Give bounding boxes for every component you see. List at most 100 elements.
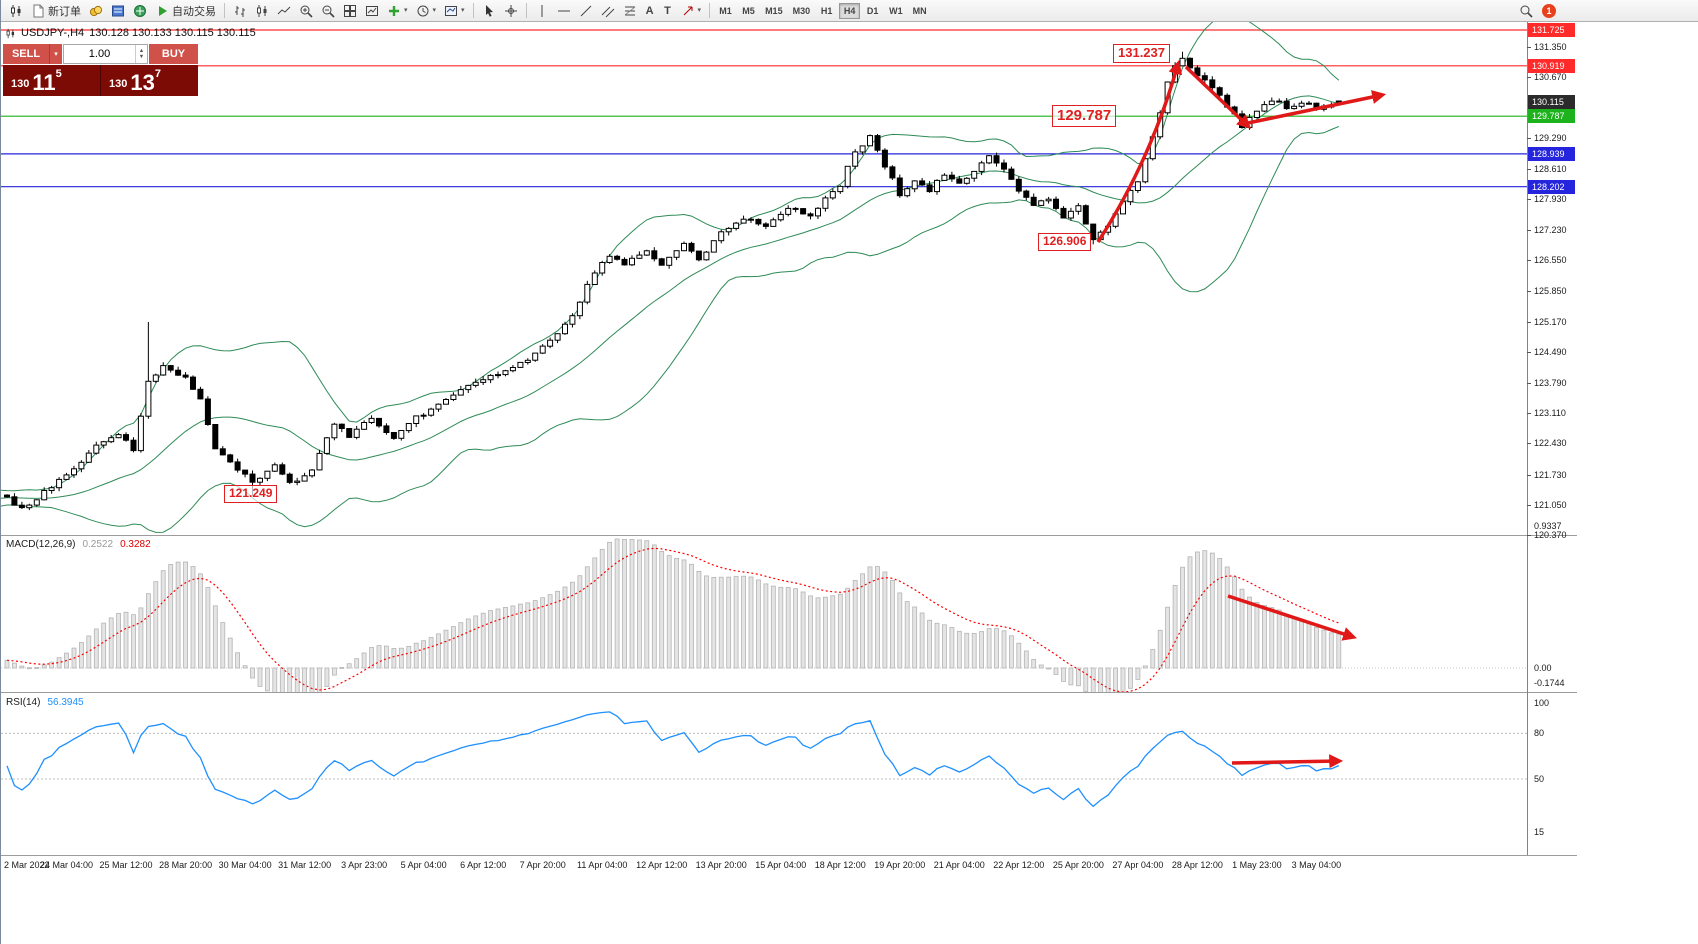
macd-indicator-label: MACD(12,26,9) 0.2522 0.3282 xyxy=(6,539,151,550)
time-axis-label: 27 Apr 04:00 xyxy=(1112,860,1164,870)
buy-button[interactable]: BUY xyxy=(149,44,198,64)
price-tick-label: 121.050 xyxy=(1534,499,1567,510)
new-chart-button[interactable] xyxy=(5,2,27,20)
arrows-tool-button[interactable]: ▾ xyxy=(677,2,706,20)
zoom-out-button[interactable] xyxy=(317,2,339,20)
price-tick xyxy=(1527,351,1531,353)
horizontal-line-tool-button[interactable] xyxy=(553,2,575,20)
timeframe-m30-button[interactable]: M30 xyxy=(792,5,811,16)
clock-icon xyxy=(417,5,429,16)
time-axis-label: 18 Apr 12:00 xyxy=(814,860,866,870)
time-axis-label: 6 Apr 12:00 xyxy=(460,860,507,870)
price-tick xyxy=(1527,291,1531,293)
price-tick xyxy=(1527,76,1531,78)
macd-canvas[interactable] xyxy=(1,536,1527,706)
timeframe-m15-button[interactable]: M15 xyxy=(765,5,783,16)
macd-axis-label: 0.00 xyxy=(1534,663,1552,673)
vertical-line-tool-button[interactable] xyxy=(531,2,553,20)
time-axis-label: 1 May 23:00 xyxy=(1232,860,1282,870)
trendline-tool-button[interactable] xyxy=(575,2,597,20)
price-annotation[interactable]: 126.906 xyxy=(1038,233,1092,251)
text-tool-label: A xyxy=(645,4,654,17)
channel-tool-button[interactable] xyxy=(597,2,619,20)
buy-price[interactable]: 130 13 7 xyxy=(100,65,198,96)
rsi-canvas[interactable] xyxy=(1,693,1527,855)
price-tick-label: 123.790 xyxy=(1534,377,1567,388)
navigator-button[interactable] xyxy=(129,2,151,20)
price-axis[interactable]: 131.350 130.670 129.290 128.610 127.930 127.2… xyxy=(1527,22,1577,855)
spinner-up-icon[interactable]: ▲ xyxy=(138,47,145,54)
time-axis-label: 28 Apr 12:00 xyxy=(1171,860,1223,870)
volume-spinner[interactable]: ▲ ▼ xyxy=(135,45,147,63)
price-tick xyxy=(1527,321,1531,323)
macd-hist-value: 0.2522 xyxy=(82,539,114,550)
symbol-period-label: USDJPY-,H4 xyxy=(21,27,85,39)
search-icon xyxy=(1520,5,1533,18)
search-button[interactable] xyxy=(1519,4,1533,18)
auto-trading-button[interactable]: 自动交易 xyxy=(151,2,220,20)
line-chart-icon xyxy=(277,6,291,14)
ohlc-readout: 130.128 130.133 130.115 130.115 xyxy=(89,27,256,39)
tile-windows-button[interactable] xyxy=(339,2,361,20)
text-frame-tool-label: T xyxy=(664,4,671,17)
new-order-button[interactable]: 新订单 xyxy=(27,2,85,20)
timeframe-d1-button[interactable]: D1 xyxy=(866,5,879,16)
timeframe-m5-button[interactable]: M5 xyxy=(742,5,755,16)
crosshair-tool-button[interactable] xyxy=(500,2,522,20)
tile-windows-icon xyxy=(344,4,356,17)
time-axis-label: 7 Apr 20:00 xyxy=(519,860,566,870)
notification-badge[interactable]: 1 xyxy=(1542,4,1556,18)
price-tick xyxy=(1527,46,1531,48)
line-chart-type-button[interactable] xyxy=(273,2,295,20)
text-label-tool-button[interactable]: T xyxy=(659,2,677,20)
arrow-tool-icon xyxy=(683,6,693,15)
fibonacci-tool-button[interactable] xyxy=(619,2,641,20)
templates-button[interactable]: ▾ xyxy=(440,2,469,20)
time-axis-label: 12 Apr 12:00 xyxy=(636,860,688,870)
candlestick-icon xyxy=(257,4,267,17)
price-tag: 130.115 xyxy=(1528,94,1575,109)
market-watch-button[interactable] xyxy=(85,2,107,20)
cursor-icon xyxy=(485,4,493,17)
timeframe-mn-button[interactable]: MN xyxy=(912,5,927,16)
timeframe-w1-button[interactable]: W1 xyxy=(889,5,903,16)
price-annotation[interactable]: 121.249 xyxy=(224,485,278,503)
sell-price[interactable]: 130 11 5 xyxy=(3,65,100,96)
data-window-button[interactable] xyxy=(107,2,129,20)
periods-button[interactable]: ▾ xyxy=(412,2,441,20)
zoom-in-button[interactable] xyxy=(295,2,317,20)
indicators-button[interactable]: ▾ xyxy=(383,2,412,20)
volume-input[interactable]: 1.00 xyxy=(88,48,111,60)
panel-splitter-macd[interactable] xyxy=(1,535,1577,536)
price-tag: 131.725 xyxy=(1528,23,1575,37)
main-chart-canvas[interactable] xyxy=(1,13,1527,535)
time-axis-label: 25 Apr 20:00 xyxy=(1052,860,1104,870)
play-icon xyxy=(159,5,167,16)
macd-axis-label: 0.9337 xyxy=(1534,520,1562,531)
price-tick-label: 131.350 xyxy=(1534,41,1567,52)
timeframe-h1-button[interactable]: H1 xyxy=(820,5,833,16)
rsi-value: 56.3945 xyxy=(47,697,84,708)
text-tool-button[interactable]: A xyxy=(641,2,659,20)
spinner-down-icon[interactable]: ▼ xyxy=(138,54,145,60)
bar-chart-type-button[interactable] xyxy=(229,2,251,20)
order-options-caret[interactable]: ▾ xyxy=(49,44,62,64)
candle-chart-type-button[interactable] xyxy=(251,2,273,20)
panel-splitter-rsi[interactable] xyxy=(1,692,1577,693)
sell-button[interactable]: SELL xyxy=(3,44,49,64)
macd-name: MACD(12,26,9) xyxy=(6,539,76,550)
timeframe-h4-button[interactable]: H4 xyxy=(839,2,861,19)
time-axis[interactable]: 2 Mar 2022 24 Mar 04:00 25 Mar 12:00 28 Mar… xyxy=(1,856,1577,875)
price-annotation[interactable]: 129.787 xyxy=(1052,105,1117,127)
price-tick-label: 121.730 xyxy=(1534,469,1567,480)
price-tick xyxy=(1527,382,1531,384)
new-order-label: 新订单 xyxy=(48,5,81,18)
chart-header: USDJPY-,H4 130.128 130.133 130.115 130.1… xyxy=(5,27,256,39)
time-axis-label: 19 Apr 20:00 xyxy=(874,860,926,870)
chart-shift-button[interactable] xyxy=(361,2,383,20)
cursor-tool-button[interactable] xyxy=(478,2,500,20)
price-annotation[interactable]: 131.237 xyxy=(1113,44,1170,63)
price-tag: 130.919 xyxy=(1528,58,1575,73)
timeframe-m1-button[interactable]: M1 xyxy=(719,5,732,16)
